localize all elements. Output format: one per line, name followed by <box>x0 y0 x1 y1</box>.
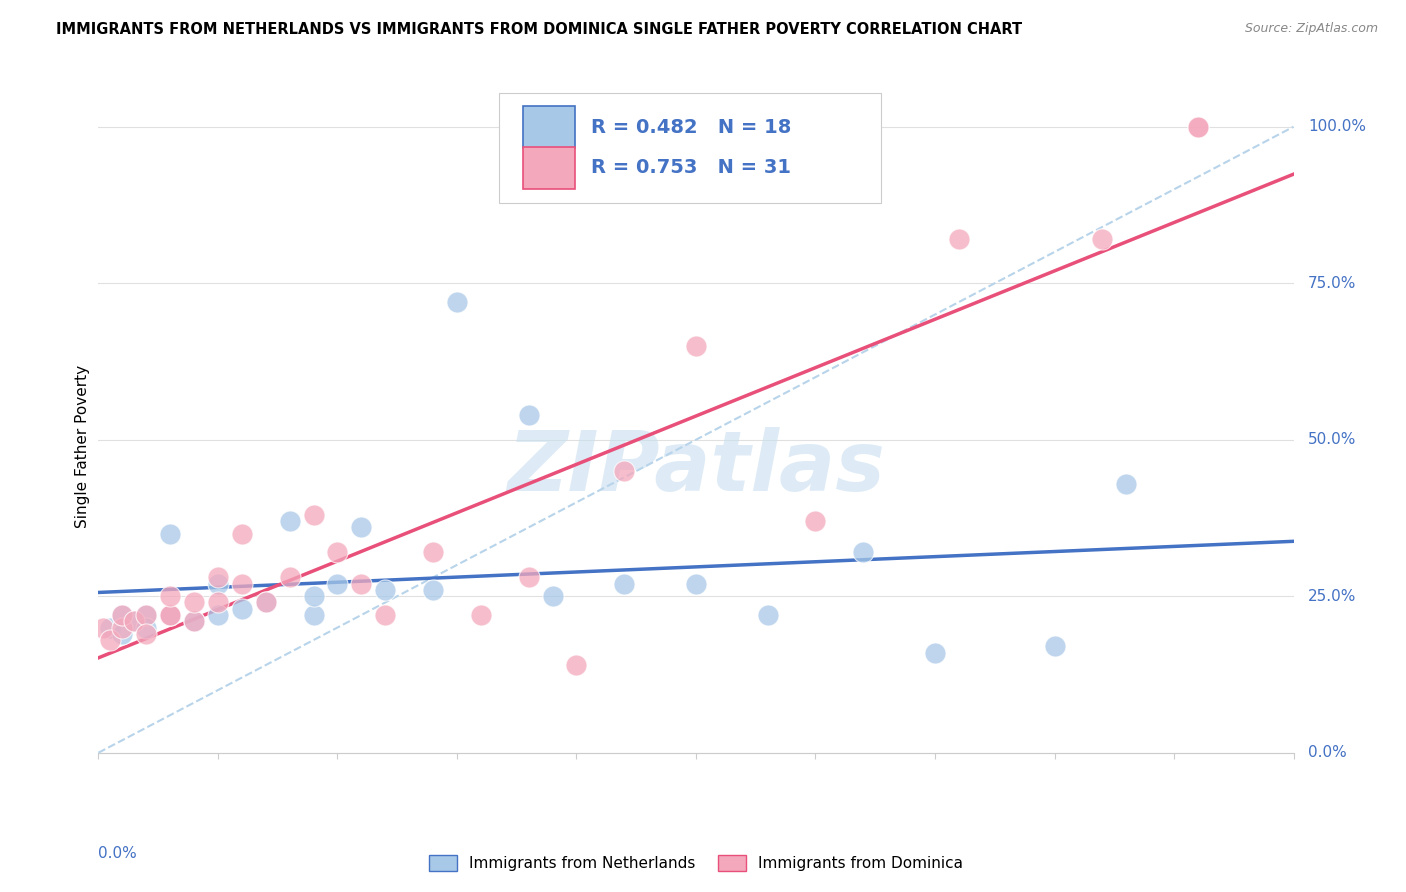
Point <box>183 614 205 628</box>
Text: 0.0%: 0.0% <box>1308 745 1347 760</box>
Point <box>254 595 277 609</box>
Point <box>159 607 181 622</box>
Point <box>135 607 157 622</box>
Point <box>350 520 373 534</box>
Point <box>1115 476 1137 491</box>
Text: R = 0.753   N = 31: R = 0.753 N = 31 <box>591 158 790 178</box>
Point <box>565 658 588 673</box>
Point <box>98 633 122 648</box>
Point <box>517 408 540 422</box>
Point <box>278 570 301 584</box>
Point <box>159 526 181 541</box>
Point <box>207 576 229 591</box>
Point <box>231 576 253 591</box>
Point <box>685 576 707 591</box>
Text: 75.0%: 75.0% <box>1308 276 1357 291</box>
Point <box>470 607 492 622</box>
Point <box>541 589 564 603</box>
Point <box>1187 120 1209 134</box>
Point <box>302 607 325 622</box>
Legend: Immigrants from Netherlands, Immigrants from Dominica: Immigrants from Netherlands, Immigrants … <box>423 849 969 877</box>
Point <box>159 607 181 622</box>
Text: Source: ZipAtlas.com: Source: ZipAtlas.com <box>1244 22 1378 36</box>
Point <box>422 545 444 559</box>
Point <box>91 621 114 635</box>
Point <box>111 627 134 641</box>
Text: 25.0%: 25.0% <box>1308 589 1357 604</box>
Point <box>613 576 636 591</box>
Point <box>278 514 301 528</box>
Point <box>111 607 134 622</box>
Point <box>350 576 373 591</box>
Point <box>1043 640 1066 654</box>
Point <box>326 545 349 559</box>
Point <box>374 582 396 597</box>
Point <box>207 595 229 609</box>
Text: 100.0%: 100.0% <box>1308 120 1365 135</box>
FancyBboxPatch shape <box>523 106 575 148</box>
Point <box>111 607 134 622</box>
Text: 0.0%: 0.0% <box>98 846 138 861</box>
Point <box>326 576 349 591</box>
Point <box>254 595 277 609</box>
Text: ZIPatlas: ZIPatlas <box>508 427 884 508</box>
Point <box>685 339 707 353</box>
Point <box>613 464 636 478</box>
Point <box>374 607 396 622</box>
Point <box>111 621 134 635</box>
Text: R = 0.482   N = 18: R = 0.482 N = 18 <box>591 118 792 136</box>
Point <box>924 646 946 660</box>
Point <box>135 621 157 635</box>
Text: IMMIGRANTS FROM NETHERLANDS VS IMMIGRANTS FROM DOMINICA SINGLE FATHER POVERTY CO: IMMIGRANTS FROM NETHERLANDS VS IMMIGRANT… <box>56 22 1022 37</box>
Point <box>1091 232 1114 246</box>
Point <box>302 508 325 522</box>
Point <box>159 589 181 603</box>
Y-axis label: Single Father Poverty: Single Father Poverty <box>75 365 90 527</box>
Point <box>183 614 205 628</box>
Point <box>517 570 540 584</box>
Point <box>124 614 146 628</box>
Point <box>124 614 146 628</box>
FancyBboxPatch shape <box>523 146 575 189</box>
Point <box>207 607 229 622</box>
Point <box>135 627 157 641</box>
Point <box>207 570 229 584</box>
Point <box>183 595 205 609</box>
Point <box>756 607 779 622</box>
Point <box>135 607 157 622</box>
Point <box>98 621 122 635</box>
Point <box>231 601 253 615</box>
Point <box>302 589 325 603</box>
Point <box>422 582 444 597</box>
Point <box>948 232 970 246</box>
Point <box>446 295 468 310</box>
FancyBboxPatch shape <box>499 93 882 203</box>
Text: 50.0%: 50.0% <box>1308 433 1357 447</box>
Point <box>231 526 253 541</box>
Point <box>159 607 181 622</box>
Point <box>852 545 875 559</box>
Point <box>1187 120 1209 134</box>
Point <box>804 514 827 528</box>
